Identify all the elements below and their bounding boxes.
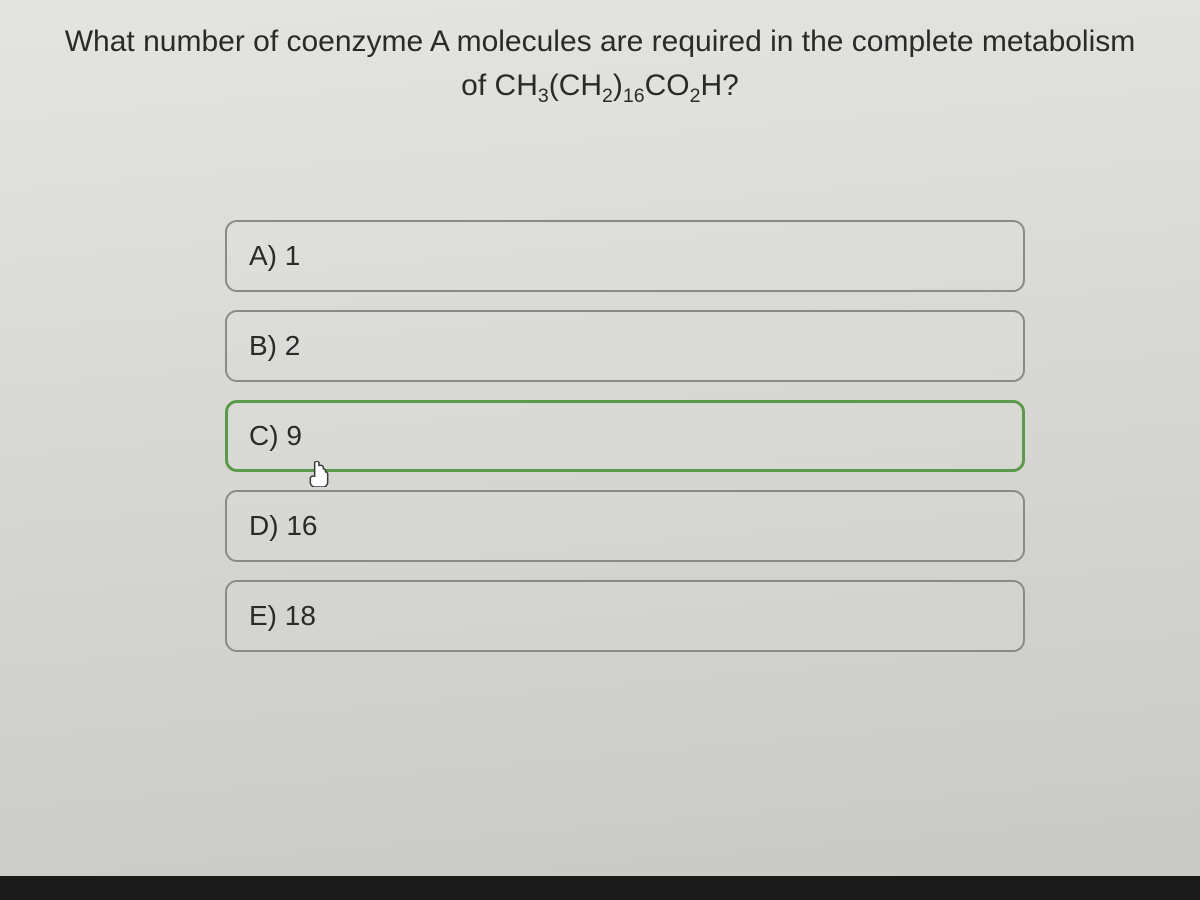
answer-label: B) 2 (249, 330, 300, 361)
answer-option-c[interactable]: C) 9 (225, 400, 1025, 472)
answer-label: E) 18 (249, 600, 316, 631)
screen-bottom-bezel (0, 876, 1200, 900)
answer-option-a[interactable]: A) 1 (225, 220, 1025, 292)
pointer-cursor-icon (308, 461, 330, 487)
question-text: What number of coenzyme A molecules are … (20, 20, 1180, 110)
answer-option-b[interactable]: B) 2 (225, 310, 1025, 382)
answer-option-d[interactable]: D) 16 (225, 490, 1025, 562)
answer-label: C) 9 (249, 420, 302, 451)
quiz-screen: What number of coenzyme A molecules are … (0, 0, 1200, 900)
answer-list: A) 1 B) 2 C) 9 D) 16 E) 18 (225, 220, 1025, 652)
answer-option-e[interactable]: E) 18 (225, 580, 1025, 652)
question-line2: of CH3(CH2)16CO2H? (461, 69, 739, 102)
question-line1: What number of coenzyme A molecules are … (65, 25, 1136, 58)
answer-label: A) 1 (249, 240, 300, 271)
answer-label: D) 16 (249, 510, 317, 541)
